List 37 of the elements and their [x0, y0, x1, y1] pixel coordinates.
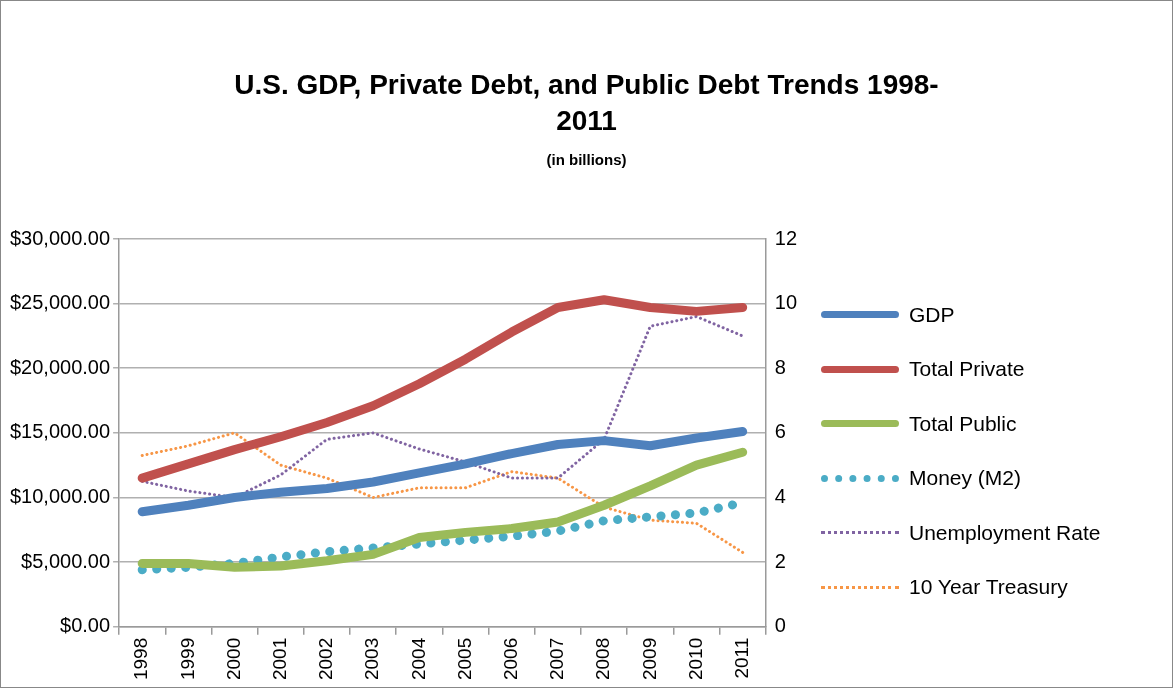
- x-tick-label: 2011: [730, 637, 752, 679]
- legend-label: Total Private: [909, 357, 1025, 381]
- legend-label: GDP: [909, 302, 955, 327]
- y2-tick-label: 10: [774, 291, 797, 314]
- y-tick-label: $30,000.00: [9, 226, 111, 249]
- x-tick-label: 2007: [546, 637, 568, 681]
- y-tick-label: $10,000.00: [9, 485, 111, 507]
- y-tick-label: $25,000.00: [9, 291, 111, 314]
- chart-subtitle: (in billions): [545, 151, 628, 168]
- x-tick-label: 1999: [176, 637, 198, 681]
- y-tick-label: $5,000.00: [21, 549, 111, 572]
- line-series: [140, 431, 745, 554]
- x-tick-label: 2001: [269, 637, 290, 681]
- x-tick-label: 2004: [407, 637, 429, 681]
- x-tick-label: 2003: [361, 637, 383, 681]
- y-tick-label: $0.00: [60, 614, 111, 637]
- x-tick-label: 2008: [592, 637, 614, 681]
- x-tick-label: 2010: [684, 637, 706, 681]
- x-tick-label: 1998: [130, 637, 152, 681]
- y2-tick-label: 8: [774, 355, 786, 378]
- legend-label: Total Public: [909, 411, 1017, 436]
- y2-tick-label: 0: [774, 614, 786, 637]
- x-tick-label: 2000: [222, 637, 244, 681]
- x-tick-label: 2009: [638, 637, 660, 681]
- y2-tick-label: 4: [774, 485, 786, 507]
- y2-tick-label: 2: [774, 549, 786, 572]
- y2-tick-label: 12: [774, 226, 797, 249]
- legend-label: Unemployment Rate: [909, 520, 1101, 545]
- y-tick-label: $20,000.00: [9, 355, 111, 378]
- x-tick-label: 2002: [315, 637, 337, 681]
- x-tick-label: 2005: [453, 637, 475, 681]
- y-tick-label: $15,000.00: [9, 420, 111, 443]
- y2-tick-label: 6: [774, 420, 786, 443]
- legend-label: Money (M2): [909, 466, 1022, 490]
- chart-title: U.S. GDP, Private Debt, and Public Debt Trends 1998-2011: [233, 68, 940, 138]
- x-tick-label: 2006: [499, 637, 521, 681]
- legend-label: 10 Year Treasury: [909, 575, 1068, 599]
